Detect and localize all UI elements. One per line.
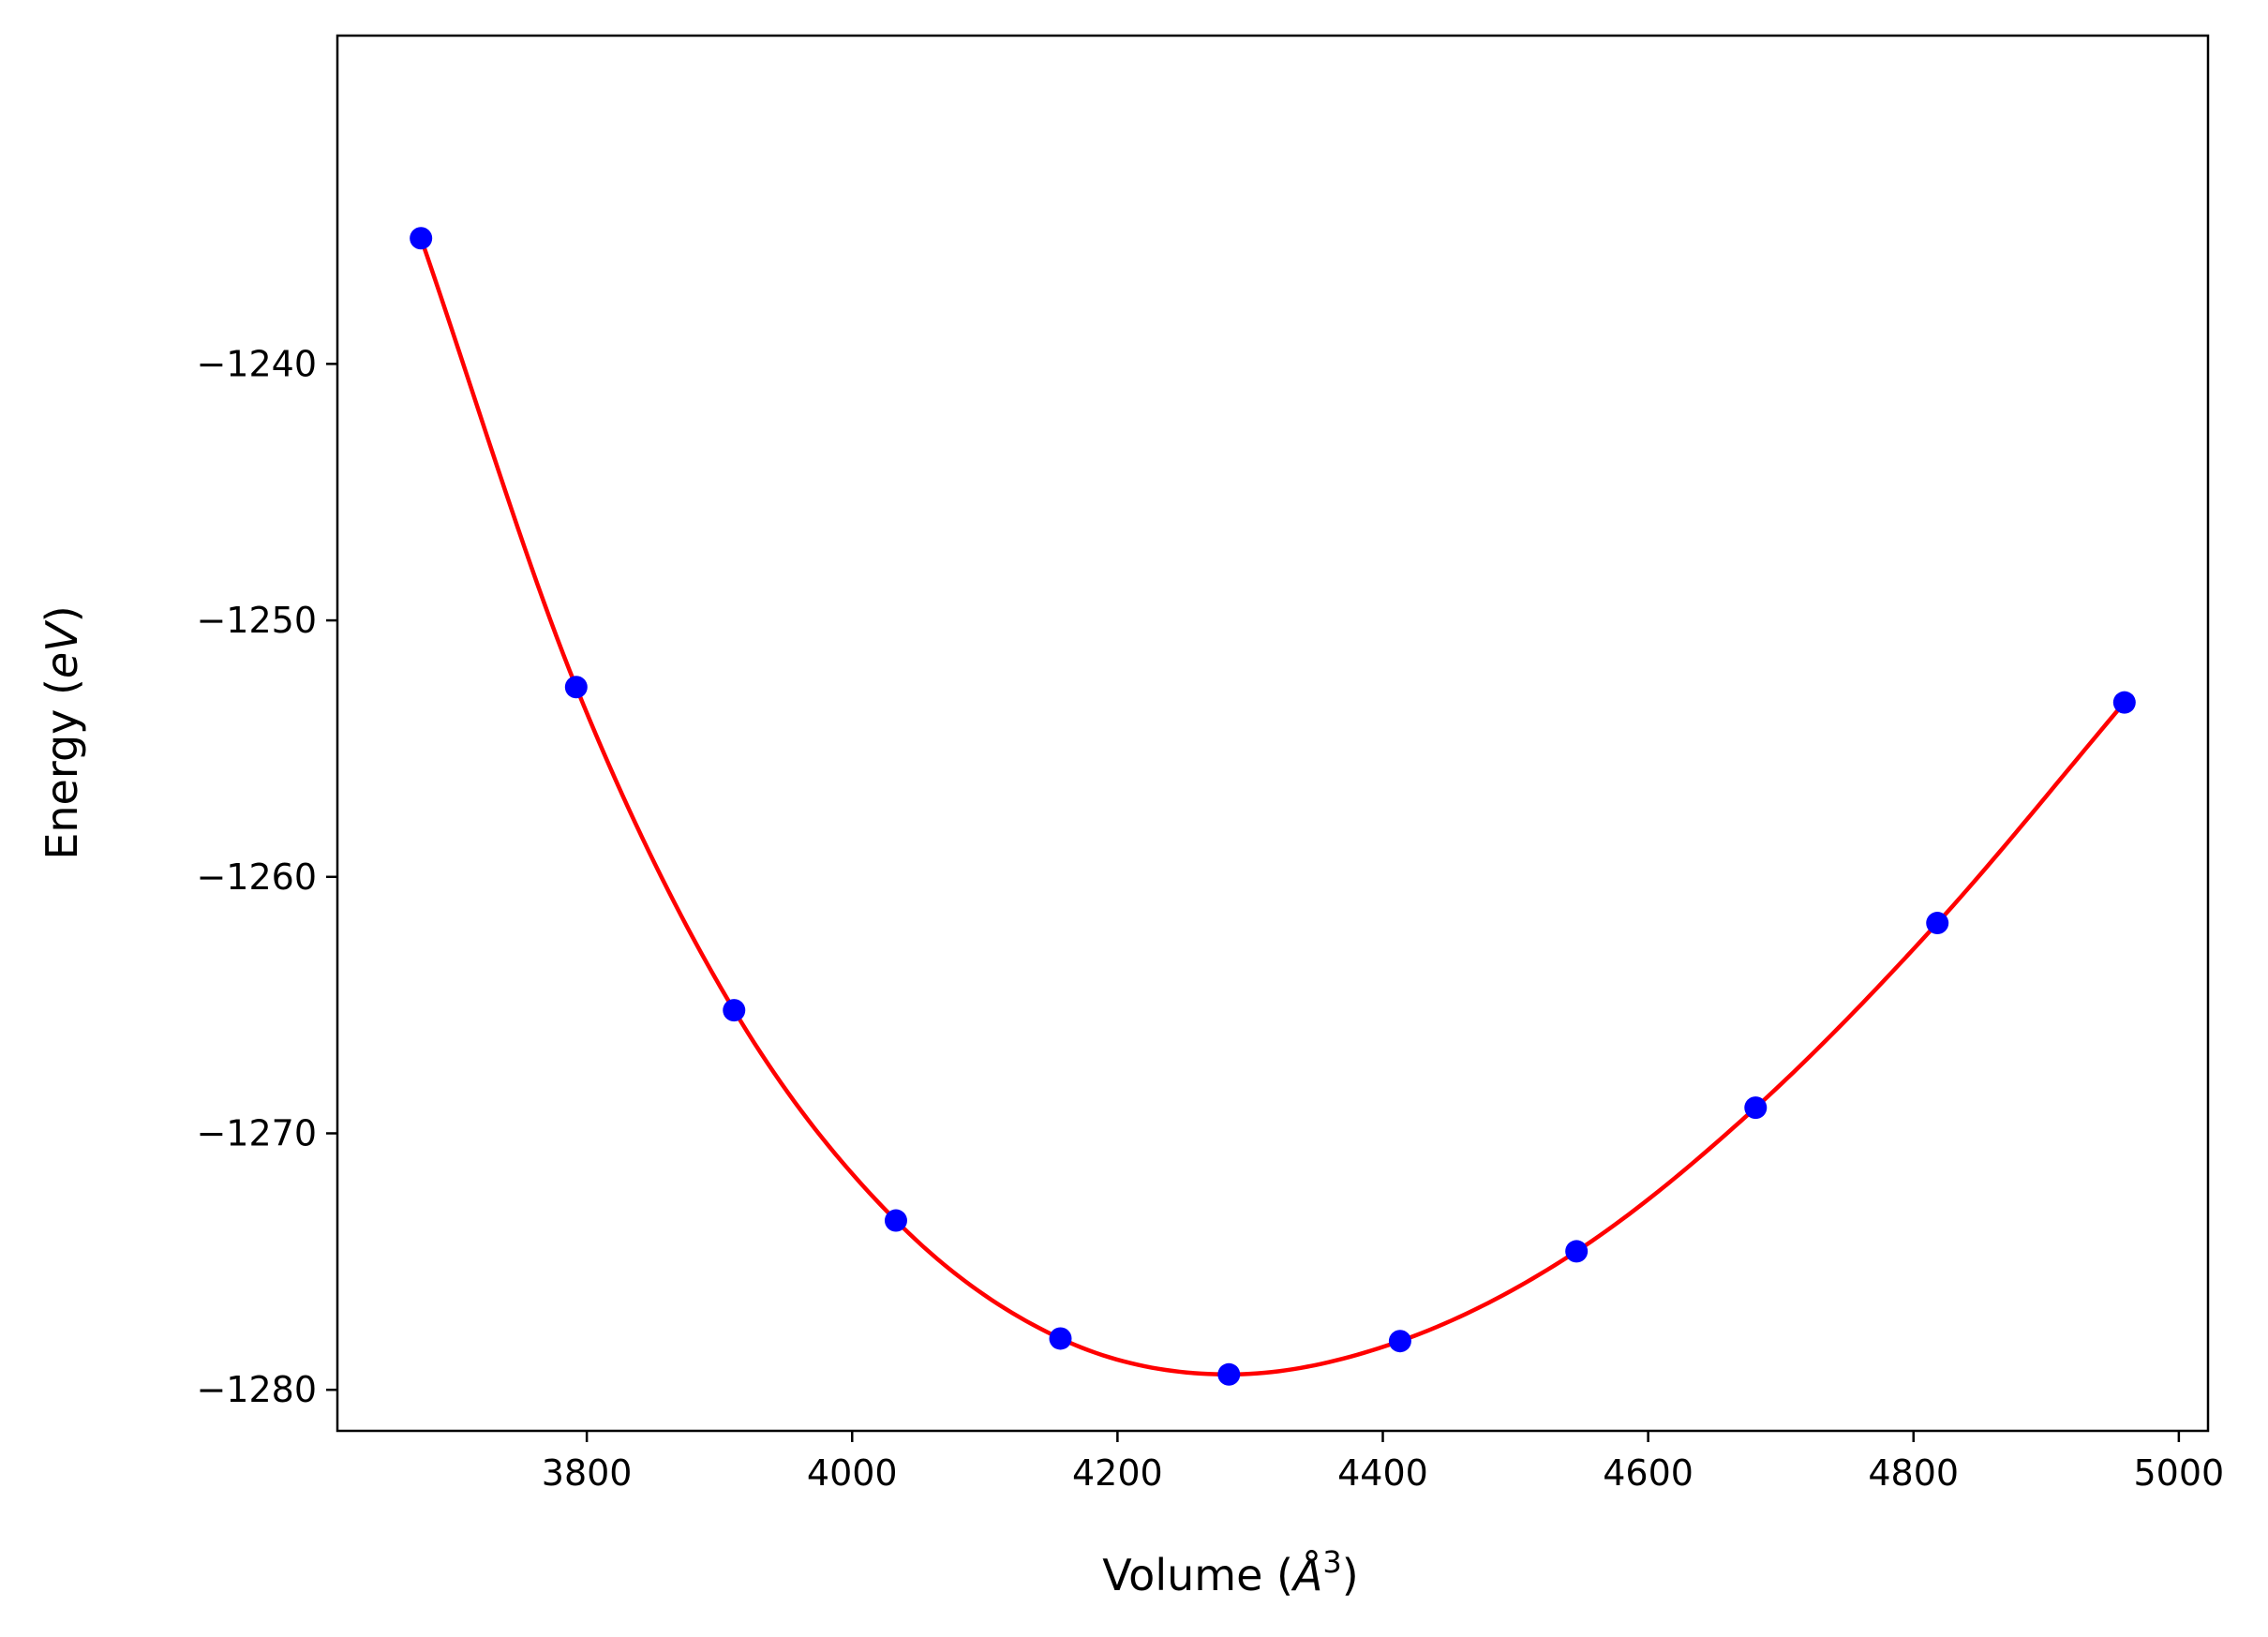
fit-curve xyxy=(419,237,2126,1377)
y-axis: −1280 −1270 −1260 −1250 −1240 xyxy=(196,343,337,1410)
x-axis-label: Volume (Å3) xyxy=(1102,1544,1358,1600)
y-tick-label: −1250 xyxy=(196,600,317,641)
data-point xyxy=(1744,1096,1768,1120)
data-point xyxy=(884,1209,907,1232)
x-tick-label: 4200 xyxy=(1072,1452,1163,1494)
y-axis-label: Energy (eV) xyxy=(37,605,87,859)
data-point xyxy=(564,676,588,699)
y-tick-label: −1240 xyxy=(196,343,317,384)
x-tick-label: 3800 xyxy=(542,1452,633,1494)
plot-frame xyxy=(336,34,2210,1433)
data-point xyxy=(2112,691,2136,714)
x-tick-label: 5000 xyxy=(2133,1452,2224,1494)
x-tick-label: 4600 xyxy=(1603,1452,1694,1494)
data-point xyxy=(1049,1327,1072,1350)
y-tick-label: −1270 xyxy=(196,1112,317,1153)
y-tick-label: −1280 xyxy=(196,1369,317,1410)
x-axis: 3800 4000 4200 4400 4600 4800 5000 xyxy=(542,1431,2224,1494)
data-point xyxy=(723,999,746,1022)
data-point xyxy=(410,227,433,250)
data-point xyxy=(1565,1240,1589,1263)
data-point xyxy=(1388,1330,1411,1353)
x-tick-label: 4000 xyxy=(807,1452,898,1494)
x-tick-label: 4800 xyxy=(1868,1452,1959,1494)
plot-area xyxy=(410,227,2136,1386)
x-tick-label: 4400 xyxy=(1337,1452,1428,1494)
y-tick-label: −1260 xyxy=(196,856,317,898)
data-point xyxy=(1217,1362,1241,1386)
data-point xyxy=(1926,912,1949,935)
